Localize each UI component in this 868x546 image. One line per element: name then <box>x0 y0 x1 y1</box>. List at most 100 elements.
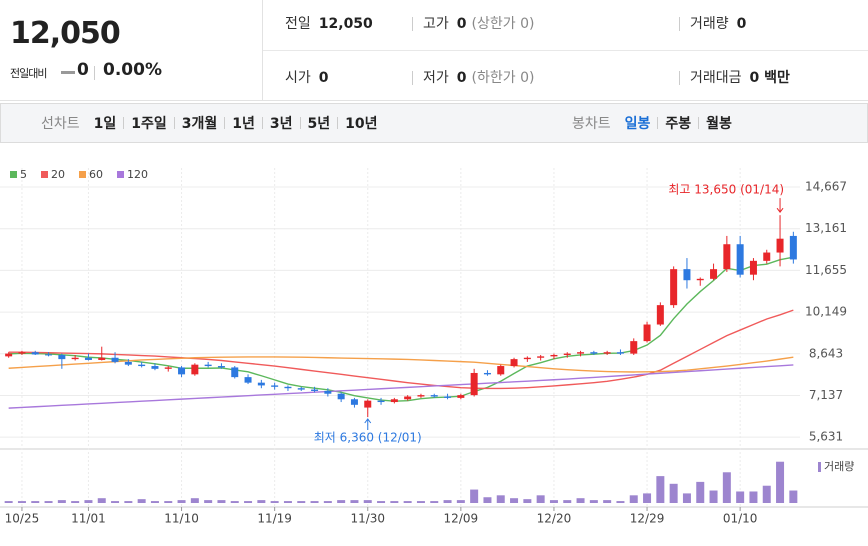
high-arrow <box>776 198 784 213</box>
volume-bar <box>456 500 465 503</box>
separator <box>261 117 263 129</box>
candle-body <box>563 353 571 355</box>
y-tick-label: 7,137 <box>809 388 843 402</box>
period-tab[interactable]: 5년 <box>307 116 331 132</box>
quote-field: 거래량 0 <box>690 13 746 33</box>
legend-swatch <box>117 171 124 178</box>
volume-bar <box>257 500 266 503</box>
x-tick-label: 12/29 <box>630 512 665 526</box>
candle-body <box>736 244 744 275</box>
line-chart-group: 선차트 1일 1주일 3개월 1년 3년 5년 10년 <box>41 104 378 142</box>
volume-bar <box>17 501 26 503</box>
candle-body <box>231 367 239 378</box>
field-value: 12,050 <box>318 16 373 32</box>
candle-body <box>324 390 332 394</box>
candle-body <box>204 364 212 367</box>
volume-bar <box>536 495 545 503</box>
x-tick-label: 01/10 <box>723 512 758 526</box>
volume-bar <box>31 501 40 503</box>
legend-label: 120 <box>127 168 148 181</box>
change: 0 <box>77 60 89 80</box>
candle-body <box>710 269 718 279</box>
separator <box>412 17 413 31</box>
candle-body <box>616 352 624 354</box>
candle-body <box>603 352 611 354</box>
quote-field: 거래대금 0 백만 <box>690 67 790 87</box>
volume-bar <box>629 495 638 503</box>
candle-body <box>483 372 491 375</box>
legend-swatch <box>79 171 86 178</box>
volume-bar <box>523 499 532 503</box>
volume-bar <box>709 490 718 503</box>
y-tick-label: 13,161 <box>805 221 847 235</box>
volume-bar <box>416 501 425 503</box>
candle-body <box>151 366 159 369</box>
candle-body <box>776 238 784 253</box>
period-tab[interactable]: 1일 <box>93 116 117 132</box>
x-tick-label: 11/19 <box>257 512 292 526</box>
period-tab[interactable]: 3개월 <box>181 116 218 132</box>
period-tab[interactable]: 일봉 <box>624 116 651 132</box>
line-chart-label: 선차트 <box>41 116 80 132</box>
volume-bar <box>44 501 53 503</box>
quote-field: 저가 0 (하한가 0) <box>423 67 534 87</box>
separator <box>123 117 125 129</box>
period-tab[interactable]: 10년 <box>345 116 378 132</box>
y-tick-label: 5,631 <box>809 430 843 444</box>
candle-body <box>164 367 172 369</box>
candle-body <box>337 393 345 400</box>
volume-bar <box>643 493 652 503</box>
volume-bar <box>576 498 585 503</box>
candle-body <box>430 395 438 397</box>
field-label: 거래량 <box>690 16 729 32</box>
volume-bar <box>443 500 452 503</box>
candle-body <box>670 269 678 306</box>
volume-bar <box>589 500 598 503</box>
volume-bar <box>616 501 625 503</box>
volume-bar <box>549 500 558 503</box>
quote-panel: 12,050 전일대비 0 0.00% 전일 12,050 고가 0 (상한가 0) 거래… <box>0 0 868 101</box>
candle-body <box>138 364 146 367</box>
candle-body <box>311 389 319 391</box>
field-label: 전일 <box>285 16 311 32</box>
volume-bar <box>177 500 186 503</box>
volume-bar <box>337 500 346 503</box>
period-tab[interactable]: 3년 <box>269 116 293 132</box>
volume-bar <box>390 501 399 503</box>
separator <box>224 117 226 129</box>
candle-body <box>789 235 797 260</box>
period-tab[interactable]: 주봉 <box>665 116 692 132</box>
x-tick-label: 11/01 <box>71 512 106 526</box>
separator <box>412 71 413 85</box>
volume-bar <box>111 501 120 503</box>
volume-bar <box>430 501 439 503</box>
volume-bar <box>722 472 731 503</box>
field-label: 저가 <box>423 70 449 86</box>
current-price: 12,050 <box>10 16 121 51</box>
separator <box>337 117 339 129</box>
volume-bar <box>776 461 785 503</box>
legend-label: 5 <box>20 168 27 181</box>
volume-bar <box>789 490 798 503</box>
volume-bar <box>84 500 93 503</box>
change-rate: 0.00% <box>103 60 162 80</box>
candle-body <box>191 364 199 375</box>
volume-bar <box>323 501 332 503</box>
volume-bar <box>124 501 133 503</box>
candle-body <box>510 359 518 367</box>
period-tab[interactable]: 월봉 <box>706 116 732 132</box>
volume-bar <box>682 493 691 503</box>
candle-body <box>497 366 505 375</box>
moving-average <box>8 309 794 390</box>
volume-bar <box>510 498 519 503</box>
moving-average <box>8 256 794 402</box>
field-value: 0 <box>456 70 467 86</box>
volume-bar <box>563 500 572 503</box>
candle-body <box>350 399 358 405</box>
period-tab[interactable]: 1주일 <box>131 116 167 132</box>
volume-bar <box>137 499 146 503</box>
period-tab[interactable]: 1년 <box>232 116 255 132</box>
row-divider <box>263 50 868 51</box>
volume-bar <box>470 489 479 503</box>
